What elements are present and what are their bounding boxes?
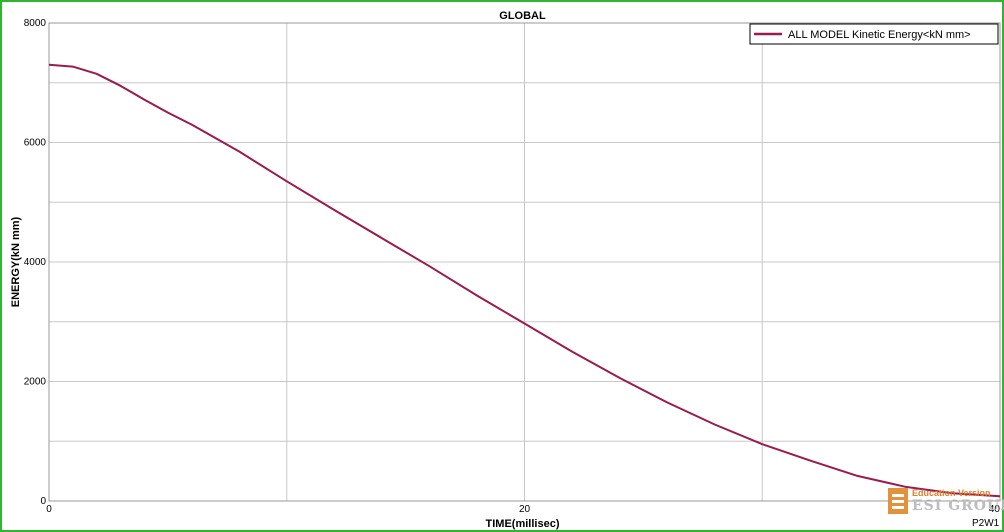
esi-logo-icon xyxy=(888,488,908,514)
x-axis-ticks: 0 20 40 xyxy=(46,504,1000,515)
x-axis-label: TIME(millisec) xyxy=(486,518,560,530)
x-tick-label: 40 xyxy=(989,504,1001,515)
watermark-brand-text: ESI GROUP xyxy=(912,498,1004,514)
legend: ALL MODEL Kinetic Energy<kN mm> xyxy=(749,23,999,45)
y-axis-label: ENERGY(kN mm) xyxy=(10,216,22,307)
page-id-label: P2W1 xyxy=(972,518,1000,529)
y-tick-label: 2000 xyxy=(24,377,47,388)
y-tick-label: 0 xyxy=(40,496,46,507)
plot-area xyxy=(48,22,1001,502)
y-tick-label: 8000 xyxy=(24,18,47,29)
chart-title: GLOBAL xyxy=(499,10,546,22)
series-line xyxy=(48,63,1001,498)
x-tick-label: 0 xyxy=(46,504,52,515)
y-axis-ticks: 0 2000 4000 6000 8000 xyxy=(24,18,47,507)
legend-box xyxy=(749,23,999,45)
x-tick-label: 20 xyxy=(519,504,531,515)
esi-group-watermark: Education Version ESI GROUP xyxy=(888,488,1004,516)
grid xyxy=(49,23,1000,501)
y-tick-label: 6000 xyxy=(24,138,47,149)
series-group xyxy=(48,63,1001,498)
watermark-education-text: Education Version xyxy=(912,488,991,498)
legend-label: ALL MODEL Kinetic Energy<kN mm> xyxy=(788,29,971,41)
y-tick-label: 4000 xyxy=(24,257,47,268)
